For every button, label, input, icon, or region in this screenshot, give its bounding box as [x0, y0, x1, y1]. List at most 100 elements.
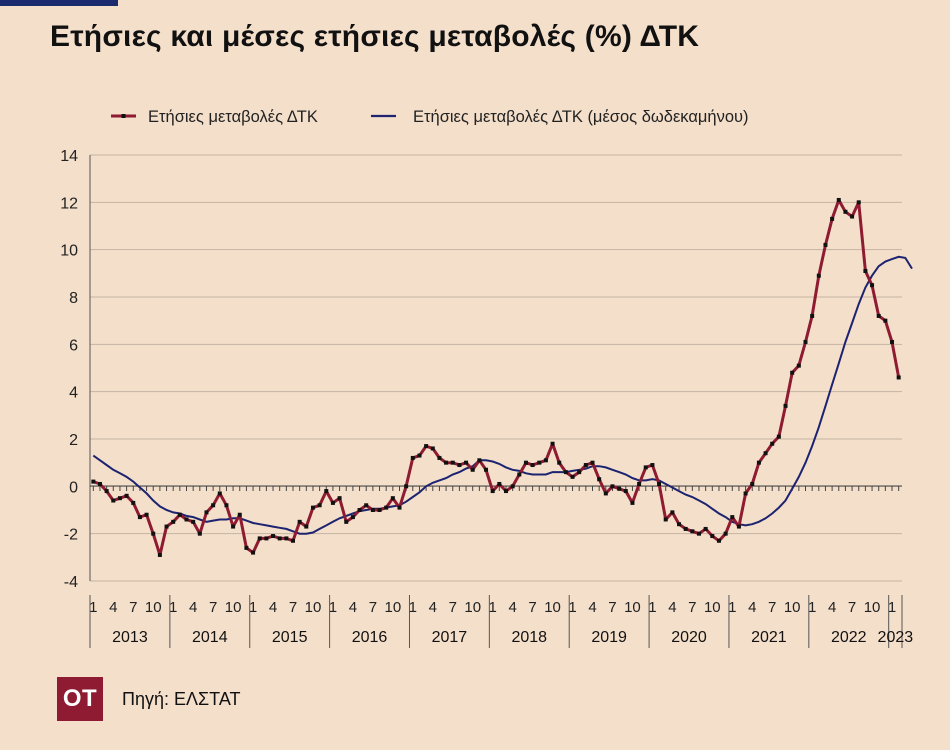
x-month-label: 10: [624, 599, 641, 616]
data-point-annual: [410, 455, 415, 460]
data-point-annual: [137, 515, 142, 520]
data-point-annual: [91, 479, 96, 484]
footer: OT Πηγή: ΕΛΣΤΑΤ: [57, 677, 241, 721]
data-point-annual: [357, 508, 362, 512]
series-average-line: [92, 255, 913, 535]
data-point-annual: [291, 538, 295, 543]
x-month-label: 10: [225, 599, 242, 616]
data-point-annual: [317, 503, 322, 508]
data-point-annual: [697, 531, 701, 536]
data-point-annual: [743, 491, 748, 496]
x-month-label: 4: [508, 599, 516, 616]
data-point-annual: [537, 460, 542, 465]
data-point-annual: [350, 515, 355, 520]
x-month-label: 10: [864, 599, 881, 616]
data-point-annual: [244, 545, 249, 550]
x-axis: 1 4 7 10 1 4 7 10 1 4 7 10 1 4 7 10 1 4 7 10 1 4 7 10 1 4 7 10 1 4 7 10…: [89, 485, 913, 648]
x-month-label: 10: [384, 599, 401, 616]
series-annual-line: [92, 198, 901, 557]
data-point-annual: [890, 339, 895, 344]
data-point-annual: [543, 458, 548, 463]
data-point-annual: [377, 508, 382, 512]
data-point-annual: [484, 467, 489, 472]
x-month-label: 4: [748, 599, 756, 616]
x-month-label: 4: [189, 599, 197, 616]
data-point-annual: [390, 496, 395, 501]
x-month-label: 4: [588, 599, 596, 616]
data-point-annual: [257, 536, 262, 541]
data-point-annual: [117, 496, 122, 501]
data-point-annual: [577, 470, 582, 475]
x-month-label: 7: [848, 599, 856, 616]
data-point-annual: [843, 209, 848, 214]
legend: Ετήσιες μεταβολές ΔΤΚ Ετήσιες μεταβολές …: [111, 108, 749, 126]
data-point-annual: [803, 339, 808, 344]
data-point-annual: [490, 489, 495, 494]
data-point-annual: [370, 508, 375, 512]
data-point-annual: [157, 552, 162, 557]
data-point-annual: [104, 489, 109, 494]
data-point-annual: [217, 491, 222, 496]
data-point-annual: [224, 503, 229, 508]
data-point-annual: [650, 463, 655, 468]
data-point-annual: [144, 512, 149, 517]
x-month-label: 4: [668, 599, 676, 616]
data-point-annual: [231, 524, 236, 529]
data-point-annual: [271, 534, 276, 539]
data-point-annual: [690, 529, 695, 534]
data-point-annual: [304, 524, 309, 529]
series-layer: [91, 197, 913, 557]
data-point-annual: [830, 216, 835, 221]
data-point-annual: [617, 486, 622, 491]
data-point-annual: [630, 500, 635, 505]
data-point-annual: [736, 524, 741, 529]
data-point-annual: [550, 441, 555, 446]
data-point-annual: [284, 536, 289, 541]
x-month-label: 7: [369, 599, 377, 616]
x-month-label: 1: [808, 599, 816, 616]
data-point-annual: [97, 481, 102, 486]
data-point-annual: [111, 498, 116, 503]
x-month-label: 10: [145, 599, 162, 616]
x-month-label: 4: [349, 599, 357, 616]
data-point-annual: [337, 496, 342, 501]
data-point-annual: [497, 481, 502, 486]
data-point-annual: [131, 500, 136, 505]
data-point-annual: [404, 484, 409, 489]
x-year-label: 2017: [432, 629, 468, 646]
y-axis: -4 -2 0 2 4 6 8 10 12 14: [60, 148, 91, 591]
data-point-annual: [151, 531, 156, 536]
data-point-annual: [470, 467, 475, 472]
data-point-annual: [204, 510, 209, 515]
x-month-label: 7: [129, 599, 137, 616]
data-point-annual: [850, 214, 855, 219]
data-point-annual: [424, 444, 429, 449]
x-year-label: 2019: [591, 629, 627, 646]
y-tick-label: 8: [69, 290, 78, 307]
x-month-label: 1: [728, 599, 736, 616]
x-month-label: 10: [305, 599, 322, 616]
data-point-annual: [583, 463, 588, 468]
x-month-label: 1: [568, 599, 576, 616]
data-point-annual: [164, 524, 169, 529]
data-point-annual: [896, 375, 901, 380]
x-month-label: 10: [544, 599, 561, 616]
data-point-annual: [637, 481, 642, 486]
data-point-annual: [770, 441, 775, 446]
data-point-annual: [756, 460, 761, 465]
data-point-annual: [171, 519, 176, 524]
y-tick-label: -4: [64, 574, 78, 591]
data-point-annual: [124, 493, 129, 498]
data-point-annual: [730, 515, 735, 520]
x-month-label: 7: [608, 599, 616, 616]
data-point-annual: [677, 522, 682, 527]
x-month-label: 1: [409, 599, 417, 616]
data-point-annual: [417, 453, 422, 458]
brand-logo: OT: [57, 677, 103, 721]
data-point-annual: [703, 526, 708, 531]
x-month-label: 1: [888, 599, 896, 616]
legend-marker-annual: [121, 114, 126, 118]
data-point-annual: [237, 512, 242, 517]
data-point-annual: [503, 489, 508, 494]
y-tick-label: 6: [69, 337, 78, 354]
